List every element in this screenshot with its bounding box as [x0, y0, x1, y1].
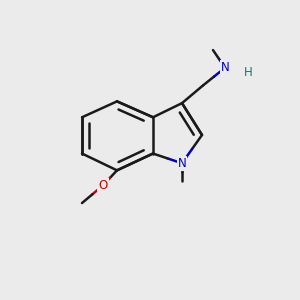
Text: N: N — [220, 61, 230, 74]
Text: O: O — [98, 179, 108, 192]
Text: H: H — [244, 66, 252, 79]
Text: N: N — [178, 157, 186, 170]
